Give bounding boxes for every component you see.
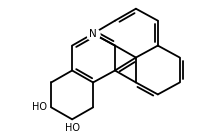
Text: N: N xyxy=(89,29,97,39)
Text: HO: HO xyxy=(65,123,80,133)
Text: HO: HO xyxy=(32,102,47,112)
